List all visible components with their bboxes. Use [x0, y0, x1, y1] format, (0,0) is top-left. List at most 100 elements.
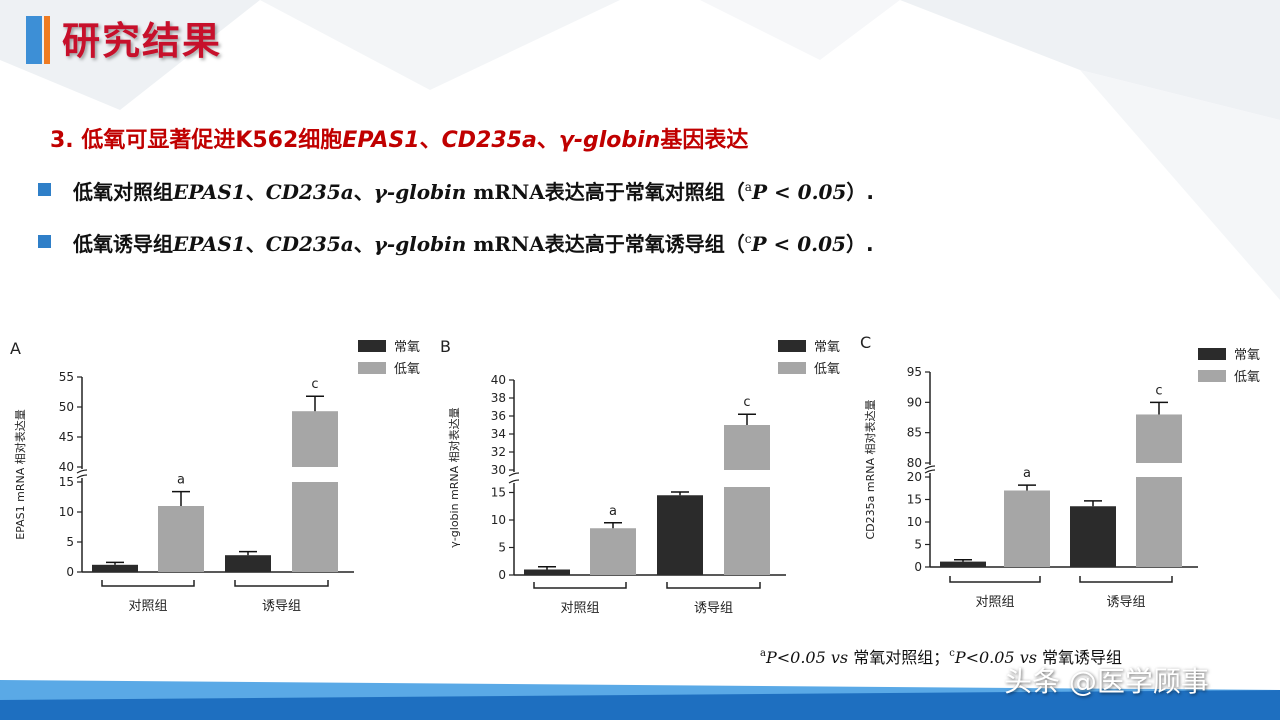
source-watermark: 头条 @医学顾事 — [1004, 665, 1209, 698]
bar — [292, 482, 338, 572]
legend-label: 常氧 — [814, 340, 840, 355]
y-tick-label: 95 — [907, 365, 922, 379]
group-label: 诱导组 — [694, 601, 733, 616]
group-bracket — [666, 582, 761, 589]
y-tick-label: 32 — [491, 445, 506, 459]
panel-letter: C — [860, 333, 871, 352]
subtitle-gene-3: γ-globin — [558, 128, 661, 153]
legend-label: 常氧 — [1234, 348, 1260, 363]
bullet2-prefix: 低氧诱导组 — [73, 232, 173, 256]
y-tick-label: 40 — [491, 373, 506, 387]
footnote-group-1: 常氧对照组； — [848, 648, 950, 667]
significance-footnote: aP<0.05 vs 常氧对照组；cP<0.05 vs 常氧诱导组 — [760, 644, 1122, 668]
bar — [225, 555, 271, 572]
footnote-p1: P<0.05 — [765, 648, 831, 667]
legend-swatch — [358, 340, 386, 352]
bullet2-gene-2: CD235a — [265, 232, 354, 256]
subtitle-sep-1: 、 — [419, 128, 442, 153]
y-tick-label: 5 — [66, 535, 74, 549]
bullet1-sup: a — [744, 180, 752, 194]
legend-swatch — [1198, 348, 1226, 360]
y-tick-label: 50 — [59, 400, 74, 414]
y-axis-label: EPAS1 mRNA 相对表达量 — [13, 409, 27, 540]
bar — [1070, 506, 1116, 567]
group-label: 对照组 — [560, 601, 599, 616]
bar — [292, 411, 338, 467]
y-tick-label: 15 — [59, 475, 74, 489]
y-tick-label: 5 — [498, 541, 506, 555]
y-tick-label: 0 — [66, 565, 74, 579]
y-tick-label: 45 — [59, 430, 74, 444]
significance-label: a — [177, 473, 185, 488]
bullet2-pvalue: P < 0.05 — [751, 232, 846, 256]
legend-swatch — [358, 362, 386, 374]
group-label: 对照组 — [128, 599, 167, 614]
subtitle-gene-2: CD235a — [441, 128, 537, 153]
bullet-square-icon — [38, 235, 51, 248]
bullet1-text: 表达高于常氧对照组（ — [544, 180, 745, 204]
footnote-sup-c: c — [949, 648, 955, 659]
y-tick-label: 85 — [907, 426, 922, 440]
significance-label: a — [1023, 466, 1031, 481]
group-bracket — [533, 582, 627, 589]
legend-swatch — [1198, 370, 1226, 382]
bullet1-mrna: mRNA — [466, 180, 545, 204]
bullet1-sep-2: 、 — [353, 180, 374, 204]
group-bracket — [234, 580, 329, 587]
legend-label: 低氧 — [1234, 370, 1260, 385]
y-axis-label: CD235a mRNA 相对表达量 — [863, 400, 877, 540]
bullet2-end: ）. — [845, 232, 874, 256]
bullet1-pvalue: P < 0.05 — [751, 180, 847, 204]
footnote-sup-a: a — [760, 648, 766, 659]
y-tick-label: 30 — [491, 463, 506, 477]
subtitle-prefix: 3. 低氧可显著促进K562细胞 — [50, 128, 343, 153]
bullet2-text: 表达高于常氧诱导组（ — [544, 232, 745, 256]
bullet-square-icon — [38, 183, 51, 196]
axis-break-mark — [508, 472, 520, 484]
bar — [92, 564, 138, 572]
y-tick-label: 20 — [907, 470, 922, 484]
title-accent-stripe — [44, 16, 50, 64]
bullet2-sep-1: 、 — [245, 232, 266, 256]
y-tick-label: 55 — [59, 370, 74, 384]
significance-label: c — [743, 395, 750, 410]
bullet2-sep-2: 、 — [353, 232, 374, 256]
bullet1-gene-2: CD235a — [265, 180, 354, 204]
bar — [724, 425, 770, 470]
panel-letter: A — [10, 339, 21, 358]
y-tick-label: 10 — [491, 513, 506, 527]
y-tick-label: 40 — [59, 460, 74, 474]
bullet1-gene-1: EPAS1 — [173, 180, 246, 204]
bar — [590, 528, 636, 575]
y-tick-label: 15 — [491, 486, 506, 500]
bar — [940, 561, 986, 567]
y-tick-label: 34 — [491, 427, 506, 441]
y-tick-label: 0 — [498, 568, 506, 582]
footnote-group-2: 常氧诱导组 — [1036, 648, 1123, 667]
y-axis-label: γ-globin mRNA 相对表达量 — [447, 407, 461, 547]
group-label: 诱导组 — [1106, 595, 1145, 610]
bullet2-gene-3: γ-globin — [373, 232, 467, 256]
group-bracket — [101, 580, 195, 587]
bullet1-gene-3: γ-globin — [373, 180, 467, 204]
bar — [1136, 477, 1182, 567]
subtitle-sep-2: 、 — [536, 128, 559, 153]
footnote-vs-2: vs — [1019, 648, 1037, 667]
bar — [657, 495, 703, 575]
y-tick-label: 10 — [59, 505, 74, 519]
bullet1-sep-1: 、 — [245, 180, 266, 204]
y-tick-label: 90 — [907, 395, 922, 409]
y-tick-label: 80 — [907, 456, 922, 470]
title-accent-bar — [26, 16, 42, 64]
bullet-hypoxia-control: 低氧对照组EPAS1、CD235a、γ-globin mRNA表达高于常氧对照组… — [38, 176, 874, 205]
significance-label: c — [311, 377, 318, 392]
bullet1-prefix: 低氧对照组 — [73, 180, 173, 204]
y-tick-label: 36 — [491, 409, 506, 423]
group-label: 诱导组 — [262, 599, 301, 614]
subtitle-gene-1: EPAS1 — [342, 128, 420, 153]
bar — [158, 506, 204, 572]
legend-label: 低氧 — [814, 362, 840, 377]
legend-swatch — [778, 340, 806, 352]
